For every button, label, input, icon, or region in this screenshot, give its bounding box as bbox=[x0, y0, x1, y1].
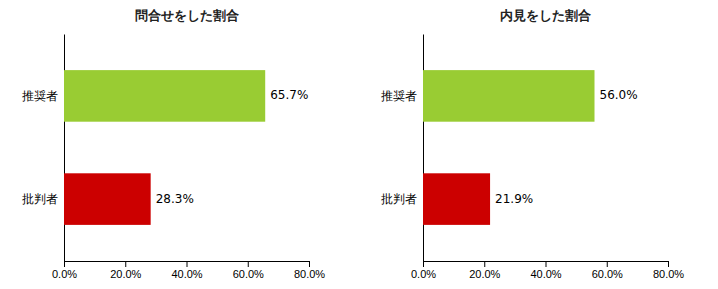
tick: 60.0% bbox=[592, 261, 623, 280]
tick: 40.0% bbox=[530, 261, 561, 280]
tick-label: 60.0% bbox=[592, 268, 623, 280]
panel: 0.0% 20.0% 40.0% 60.0% 80.0% 推奨者批判者 21.9% 56.0%… bbox=[381, 8, 684, 280]
tick-mark bbox=[484, 261, 485, 267]
tick-label: 推奨者 bbox=[381, 89, 417, 103]
tick-label: 0.0% bbox=[411, 268, 436, 280]
tick-mark bbox=[607, 261, 608, 267]
tick: 批判者 bbox=[22, 192, 58, 206]
data-label: 28.3% bbox=[156, 192, 194, 206]
tick: 推奨者 bbox=[381, 89, 417, 103]
tick-label: 推奨者 bbox=[22, 89, 58, 103]
tick: 80.0% bbox=[653, 261, 684, 280]
tick-label: 40.0% bbox=[171, 268, 202, 280]
panel: 0.0% 20.0% 40.0% 60.0% 80.0% 推奨者批判者 28.3% 65.7%… bbox=[22, 8, 325, 280]
tick: 40.0% bbox=[171, 261, 202, 280]
data-labels: 28.3% 65.7% bbox=[156, 88, 309, 205]
tick-mark bbox=[125, 261, 126, 267]
tick-mark bbox=[546, 261, 547, 267]
tick: 0.0% bbox=[411, 261, 436, 280]
axis-line bbox=[64, 35, 65, 262]
bar bbox=[423, 173, 490, 225]
tick: 20.0% bbox=[110, 261, 141, 280]
x-axis: 0.0% 20.0% 40.0% 60.0% 80.0% bbox=[52, 261, 325, 280]
data-label: 21.9% bbox=[495, 192, 533, 206]
tick: 80.0% bbox=[294, 261, 325, 280]
tick: 批判者 bbox=[381, 192, 417, 206]
bars bbox=[64, 70, 265, 225]
axis-line bbox=[65, 262, 310, 268]
tick-label: 批判者 bbox=[381, 192, 417, 206]
tick-label: 20.0% bbox=[110, 268, 141, 280]
chart-container: 0.0% 20.0% 40.0% 60.0% 80.0% 推奨者批判者 28.3% 65.7%… bbox=[0, 0, 718, 289]
tick-mark bbox=[309, 261, 310, 267]
tick: 推奨者 bbox=[22, 89, 58, 103]
data-label: 65.7% bbox=[270, 88, 308, 102]
tick-label: 60.0% bbox=[233, 268, 264, 280]
tick: 20.0% bbox=[469, 261, 500, 280]
y-axis: 推奨者批判者 bbox=[381, 35, 424, 262]
bar bbox=[423, 70, 595, 122]
tick-label: 80.0% bbox=[294, 268, 325, 280]
tick-mark bbox=[248, 261, 249, 267]
x-axis: 0.0% 20.0% 40.0% 60.0% 80.0% bbox=[411, 261, 684, 280]
tick-label: 0.0% bbox=[52, 268, 77, 280]
y-axis: 推奨者批判者 bbox=[22, 35, 65, 262]
bars bbox=[423, 70, 595, 225]
title: 内見をした割合 bbox=[500, 8, 591, 23]
tick-label: 20.0% bbox=[469, 268, 500, 280]
tick-label: 40.0% bbox=[530, 268, 561, 280]
bar bbox=[64, 70, 265, 122]
tick: 60.0% bbox=[233, 261, 264, 280]
chart-svg: 0.0% 20.0% 40.0% 60.0% 80.0% 推奨者批判者 28.3% 65.7%… bbox=[0, 0, 718, 289]
data-label: 56.0% bbox=[600, 88, 638, 102]
axis-line bbox=[423, 35, 424, 262]
title: 問合せをした割合 bbox=[135, 8, 239, 23]
tick-mark bbox=[423, 261, 424, 267]
bar bbox=[64, 173, 151, 225]
tick-mark bbox=[187, 261, 188, 267]
tick-mark bbox=[668, 261, 669, 267]
tick-label: 批判者 bbox=[22, 192, 58, 206]
tick-mark bbox=[64, 261, 65, 267]
tick-label: 80.0% bbox=[653, 268, 684, 280]
axis-line bbox=[424, 262, 669, 268]
data-labels: 21.9% 56.0% bbox=[495, 88, 638, 205]
tick: 0.0% bbox=[52, 261, 77, 280]
